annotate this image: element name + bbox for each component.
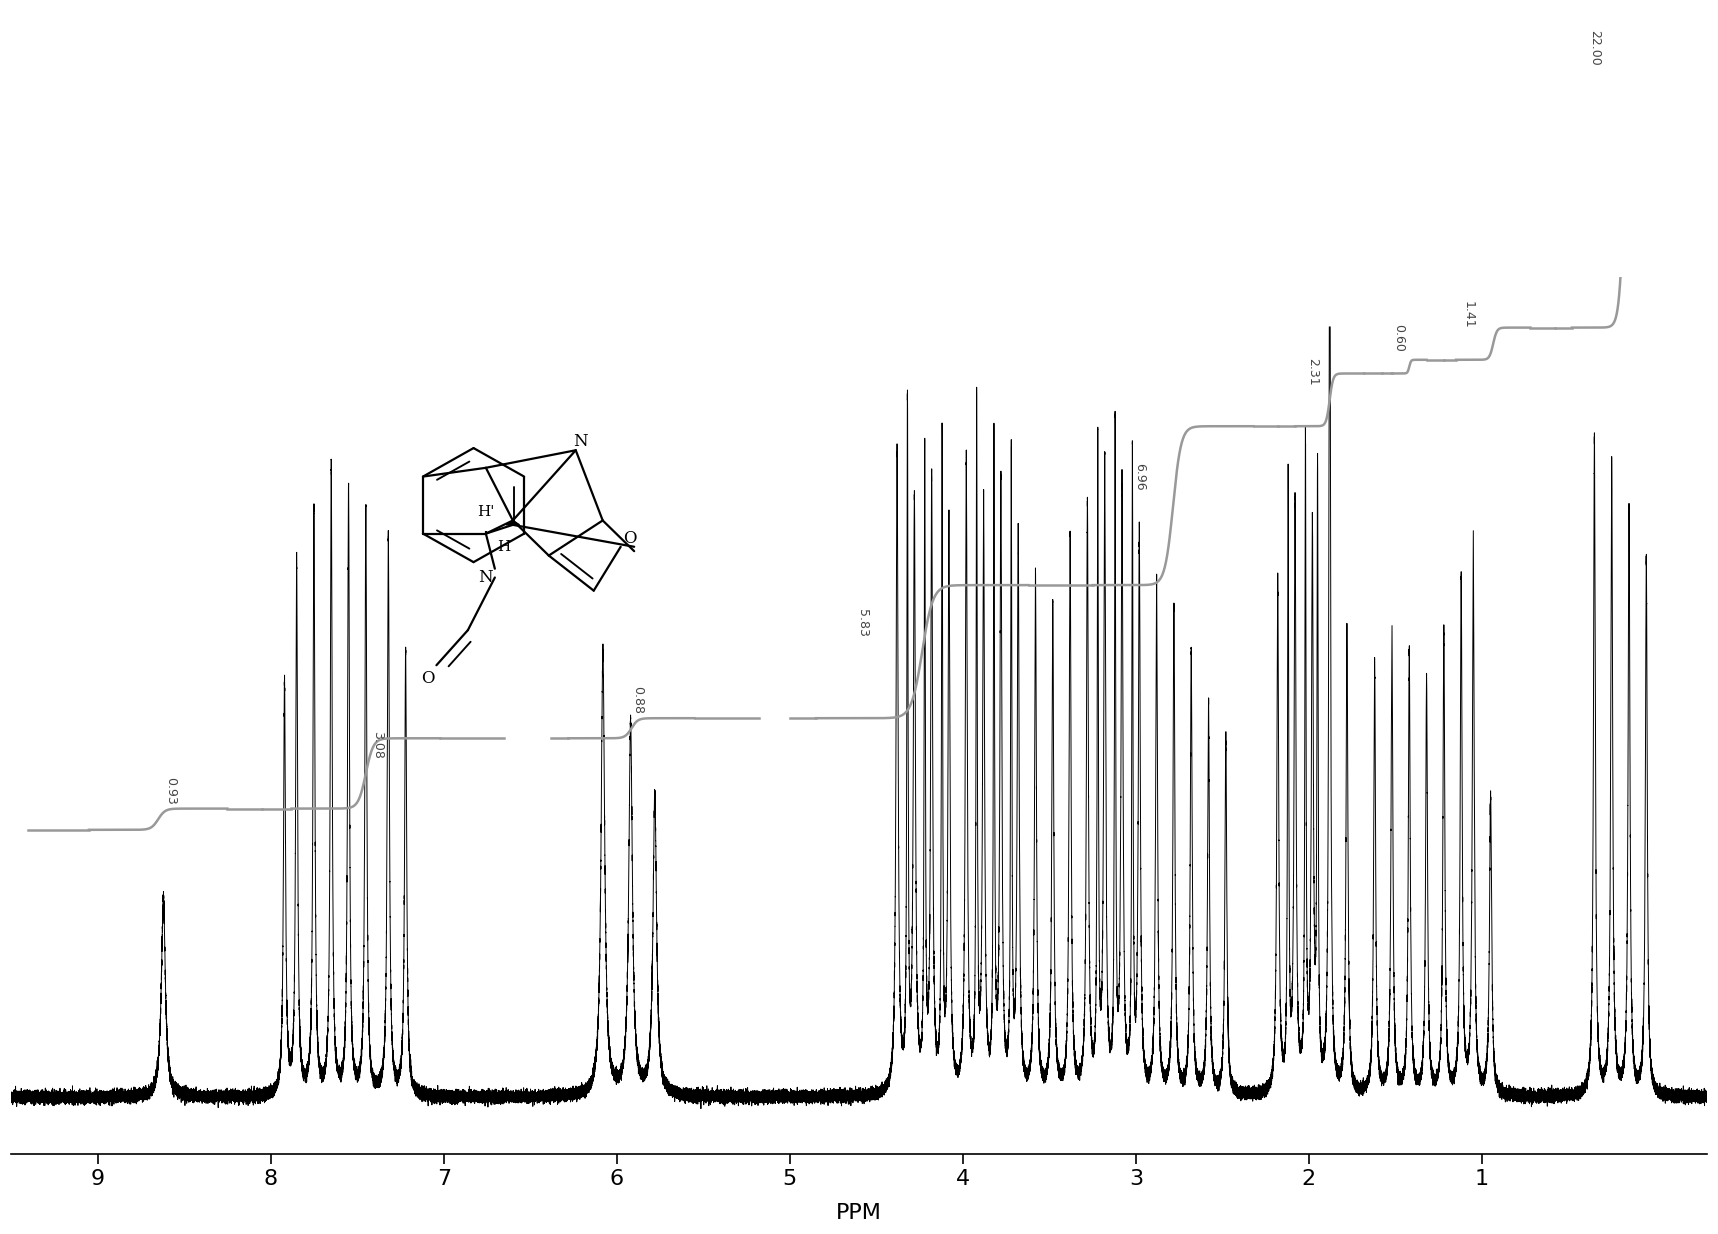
Text: 2.31: 2.31 xyxy=(1306,358,1319,385)
X-axis label: PPM: PPM xyxy=(837,1203,881,1223)
Text: 0.93: 0.93 xyxy=(163,777,177,805)
Text: 0.60: 0.60 xyxy=(1392,325,1405,352)
Text: 3.08: 3.08 xyxy=(371,731,385,759)
Text: 6.96: 6.96 xyxy=(1132,463,1146,491)
Text: 0.88: 0.88 xyxy=(631,686,644,713)
Text: 1.41: 1.41 xyxy=(1462,301,1474,329)
Text: 5.83: 5.83 xyxy=(856,610,869,637)
Text: 22.00: 22.00 xyxy=(1587,30,1601,65)
